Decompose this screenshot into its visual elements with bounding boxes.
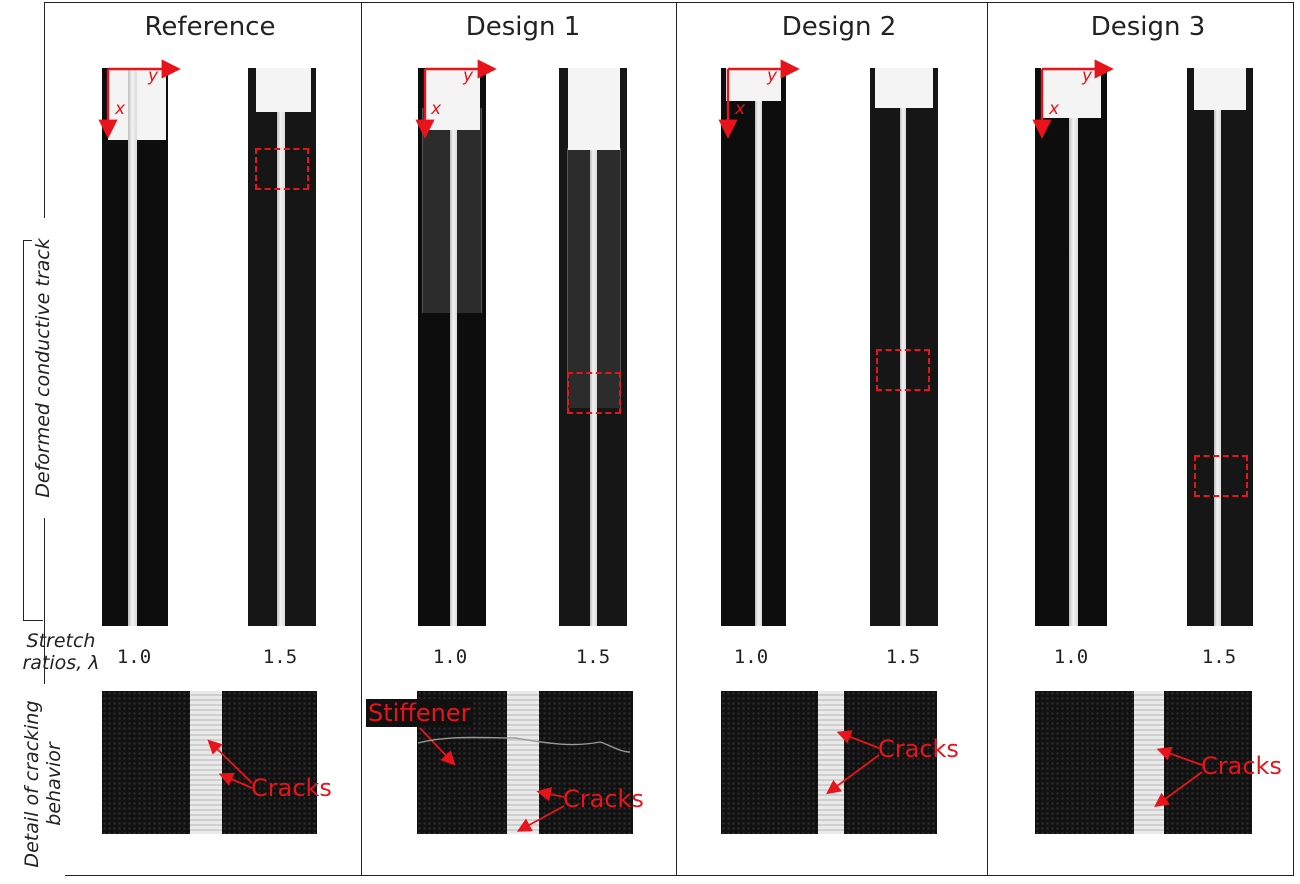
axis-label-y: y [148, 66, 159, 86]
conductive-track [590, 150, 597, 626]
stretch-ratio-high: 1.5 [575, 646, 611, 668]
column-title-design-2: Design 2 [781, 12, 897, 42]
clamp [568, 68, 620, 150]
axis-label-y: y [767, 66, 778, 86]
stretch-ratio-low: 1.0 [116, 646, 152, 668]
cracks-callout: Cracks [878, 735, 959, 763]
conductive-track [1214, 110, 1221, 626]
cracked-track [190, 691, 222, 834]
stretch-ratio-low: 1.0 [432, 646, 468, 668]
stiffener-edge [417, 736, 631, 753]
cracked-track [507, 691, 539, 834]
design3-strip-unstretched [1035, 68, 1107, 626]
design2-detail-image [721, 691, 937, 834]
stiffener-arrow [419, 727, 456, 766]
design3-strip-stretched [1187, 68, 1253, 626]
design2-strip-unstretched [721, 68, 786, 626]
cracked-track [818, 691, 844, 834]
callout-arrows [207, 727, 1203, 832]
cracks-callout: Cracks [251, 774, 332, 802]
stiffener-edge-line [417, 736, 631, 753]
crack-arrow [1156, 746, 1203, 766]
column-separator [676, 2, 677, 876]
clamp [1194, 68, 1246, 110]
column-title-design-3: Design 3 [1090, 12, 1206, 42]
crack-arrow [826, 754, 880, 795]
design3-detail-image [1035, 691, 1252, 834]
reference-detail-image [102, 691, 317, 834]
conductive-track [755, 101, 762, 626]
column-title-design-1: Design 1 [465, 12, 581, 42]
conductive-track [450, 130, 457, 626]
crack-arrow [536, 787, 565, 802]
crack-arrow [218, 772, 253, 789]
cracked-track [1134, 691, 1164, 834]
design1-strip-stretched [559, 68, 627, 626]
stiffener-callout: Stiffener [366, 699, 473, 727]
row-bracket-tick [23, 620, 43, 621]
crack-region-box [255, 148, 309, 190]
reference-strip-unstretched [102, 68, 168, 626]
stretch-ratio-high: 1.5 [885, 646, 921, 668]
stretch-ratio-low: 1.0 [733, 646, 769, 668]
column-separator [361, 2, 362, 876]
coordinate-axes [98, 59, 1114, 139]
crack-arrow [516, 805, 565, 832]
stretch-ratio-high: 1.5 [1201, 646, 1237, 668]
clamp [256, 68, 311, 112]
axis-label-y: y [1082, 66, 1093, 86]
axis-label-x: x [735, 99, 746, 119]
design1-strip-unstretched [418, 68, 486, 626]
axis-label-y: y [463, 66, 474, 86]
stretch-label-line2: ratios, λ [22, 652, 100, 674]
stretch-ratio-high: 1.5 [262, 646, 298, 668]
design2-strip-stretched [870, 68, 938, 626]
crack-arrow [836, 730, 880, 749]
conductive-track [900, 108, 906, 626]
stretch-ratio-low: 1.0 [1053, 646, 1089, 668]
crack-region-box [876, 349, 930, 391]
axis-label-x: x [1049, 99, 1060, 119]
crack-arrow [207, 739, 253, 784]
column-separator [987, 2, 988, 876]
column-title-reference: Reference [144, 12, 276, 42]
conductive-track [128, 68, 137, 626]
conductive-track [1069, 118, 1078, 626]
cracks-callout: Cracks [563, 785, 644, 813]
conductive-track [277, 112, 285, 626]
crack-region-box [1194, 455, 1248, 497]
crack-region-box [567, 372, 621, 414]
row-label-stretch-ratios: Stretch ratios, λ [6, 630, 116, 674]
row-bracket-line [23, 240, 24, 620]
crack-arrow [1154, 771, 1203, 808]
clamp [108, 68, 166, 140]
clamp [726, 68, 781, 101]
axis-label-x: x [431, 99, 442, 119]
reference-strip-stretched [248, 68, 316, 626]
cracks-callout: Cracks [1201, 752, 1282, 780]
clamp [1041, 68, 1101, 118]
clamp [875, 68, 933, 108]
stretch-label-line1: Stretch [26, 630, 96, 652]
axis-label-x: x [115, 99, 126, 119]
